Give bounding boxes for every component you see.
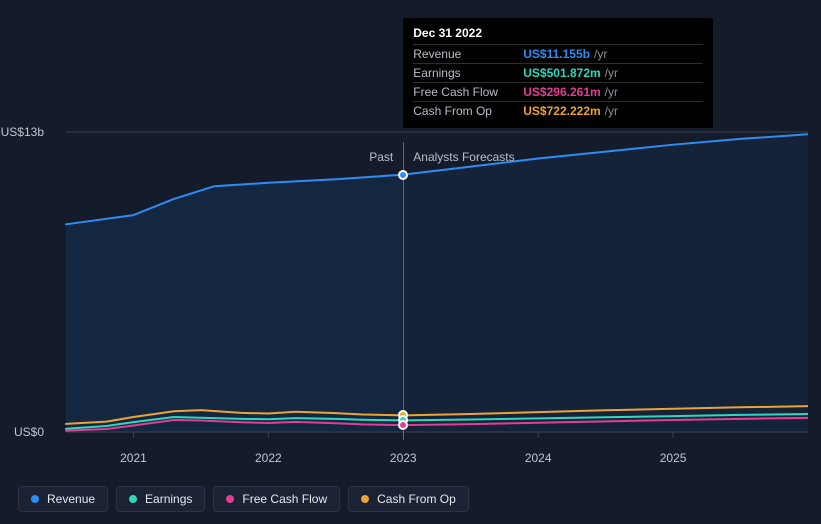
- x-axis-tick-label: 2025: [660, 451, 687, 465]
- tooltip-row: Free Cash FlowUS$296.261m/yr: [413, 82, 703, 101]
- forecast-section-label: Analysts Forecasts: [413, 150, 514, 164]
- x-axis-tick-label: 2022: [255, 451, 282, 465]
- tooltip-row-unit: /yr: [605, 66, 618, 80]
- x-axis-tick-label: 2024: [525, 451, 552, 465]
- tooltip-row-unit: /yr: [605, 85, 618, 99]
- tooltip-row: RevenueUS$11.155b/yr: [413, 44, 703, 63]
- legend-dot-icon: [129, 495, 137, 503]
- tooltip-row-label: Cash From Op: [413, 104, 523, 118]
- financials-chart: US$13b US$0 2021 2022 2023 2024 2025 Past Ana…: [0, 0, 821, 524]
- legend-label: Earnings: [145, 492, 192, 506]
- tooltip-row: EarningsUS$501.872m/yr: [413, 63, 703, 82]
- y-axis-tick-label: US$13b: [1, 125, 44, 139]
- marker-revenue: [398, 170, 408, 180]
- legend-item-cash_from_op[interactable]: Cash From Op: [348, 486, 469, 512]
- legend-label: Cash From Op: [377, 492, 456, 506]
- tooltip-row-unit: /yr: [605, 104, 618, 118]
- legend-label: Free Cash Flow: [242, 492, 327, 506]
- tooltip-row-value: US$11.155b: [523, 47, 590, 61]
- chart-tooltip: Dec 31 2022 RevenueUS$11.155b/yrEarnings…: [403, 18, 713, 128]
- tooltip-row-value: US$501.872m: [523, 66, 600, 80]
- legend-item-earnings[interactable]: Earnings: [116, 486, 205, 512]
- legend-dot-icon: [361, 495, 369, 503]
- tooltip-row-label: Free Cash Flow: [413, 85, 523, 99]
- legend-item-revenue[interactable]: Revenue: [18, 486, 108, 512]
- y-axis-tick-label: US$0: [14, 425, 44, 439]
- tooltip-date: Dec 31 2022: [413, 26, 703, 44]
- tooltip-row-unit: /yr: [594, 47, 607, 61]
- x-axis-tick-label: 2023: [390, 451, 417, 465]
- tooltip-row: Cash From OpUS$722.222m/yr: [413, 101, 703, 120]
- legend-dot-icon: [31, 495, 39, 503]
- hover-guideline: [403, 142, 404, 440]
- marker-free_cash_flow: [398, 420, 408, 430]
- tooltip-row-value: US$296.261m: [523, 85, 600, 99]
- x-axis-tick-label: 2021: [120, 451, 147, 465]
- tooltip-row-label: Earnings: [413, 66, 523, 80]
- past-section-label: Past: [343, 150, 393, 164]
- tooltip-row-label: Revenue: [413, 47, 523, 61]
- legend-dot-icon: [226, 495, 234, 503]
- legend-item-free_cash_flow[interactable]: Free Cash Flow: [213, 486, 340, 512]
- legend-label: Revenue: [47, 492, 95, 506]
- chart-legend: Revenue Earnings Free Cash Flow Cash From O…: [18, 486, 469, 512]
- tooltip-row-value: US$722.222m: [523, 104, 600, 118]
